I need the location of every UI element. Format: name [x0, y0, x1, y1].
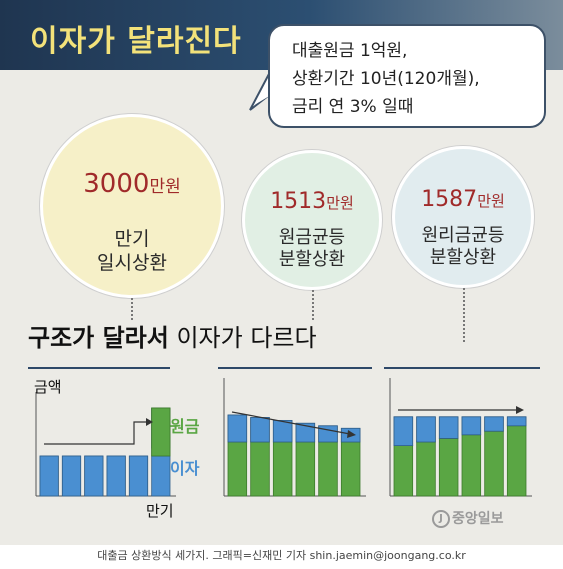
bar-principal: [151, 407, 171, 457]
bubble-line-3: 금리 연 3% 일때: [292, 97, 414, 117]
bar-principal: [250, 441, 270, 497]
bar-principal: [438, 437, 459, 497]
circle-amount: 1513만원: [245, 189, 379, 214]
bar-interest: [151, 455, 171, 497]
connector-line: [131, 298, 133, 320]
bar-interest: [61, 455, 82, 497]
bar-interest: [106, 455, 126, 497]
footer-caption: 대출금 상환방식 세가지. 그래픽=신재민 기자 shin.jaemin@joo…: [97, 549, 466, 562]
circle-amount: 3000만원: [43, 169, 221, 199]
bubble-line-2: 상환기간 10년(120개월),: [292, 69, 480, 89]
bar-principal: [227, 441, 248, 497]
amount-unit: 만원: [326, 194, 354, 212]
trend-arrow: [231, 411, 351, 435]
page-title: 이자가 달라진다: [30, 24, 242, 59]
bar-principal: [295, 441, 316, 497]
bar-principal: [272, 441, 293, 497]
connector-line: [463, 288, 465, 342]
section-title: 구조가 달라서 이자가 다르다: [28, 318, 317, 353]
bar-principal: [416, 441, 436, 497]
bar-principal: [340, 441, 361, 497]
amount-value: 1513: [270, 189, 327, 214]
circle-label-line1: 원리금균등: [421, 225, 505, 246]
bar-interest: [250, 417, 270, 443]
arrow-head-icon: [146, 418, 153, 426]
legend-principal: 원금: [170, 417, 200, 436]
bar-interest: [461, 416, 482, 436]
amount-value: 3000: [83, 169, 150, 199]
bar-principal: [318, 441, 338, 497]
bar-interest: [393, 416, 414, 446]
circle-amount: 1587만원: [395, 187, 531, 212]
circle-bullet-repayment: 3000만원 만기 일시상환: [40, 114, 224, 298]
circle-equal-installment: 1587만원 원리금균등 분할상환: [392, 146, 534, 288]
infographic-card: 이자가 달라진다 대출원금 1억원, 상환기간 10년(120개월), 금리 연…: [0, 0, 563, 545]
bubble-line-1: 대출원금 1억원,: [292, 41, 408, 61]
amount-value: 1587: [421, 187, 478, 212]
section-title-rest: 이자가 다르다: [168, 324, 317, 352]
amount-unit: 만원: [149, 177, 181, 197]
bar-interest: [272, 419, 293, 443]
bar-interest: [128, 455, 149, 497]
bar-interest: [39, 455, 59, 497]
logo-icon: J: [432, 510, 450, 528]
legend-interest: 이자: [170, 459, 200, 478]
arrow-head-icon: [347, 430, 356, 438]
trend-arrow: [44, 421, 146, 445]
circle-label-line2: 분할상환: [278, 249, 346, 270]
bar-interest: [438, 416, 459, 439]
connector-line: [312, 290, 314, 320]
arrow-head-icon: [516, 406, 524, 414]
bar-principal: [484, 430, 504, 497]
bar-interest: [318, 425, 338, 443]
x-axis-label: 만기: [146, 502, 174, 520]
amount-unit: 만원: [477, 192, 505, 210]
bar-principal: [461, 434, 482, 497]
circle-label-line1: 만기: [114, 228, 150, 250]
bar-interest: [227, 414, 248, 443]
circle-label-line2: 분할상환: [429, 247, 497, 268]
newspaper-logo: J 중앙일보: [432, 508, 504, 528]
bar-principal: [393, 445, 414, 497]
y-axis-label: 금액: [34, 378, 62, 396]
circle-label-line1: 원금균등: [278, 227, 346, 248]
bar-interest: [84, 455, 104, 497]
circle-label-line2: 일시상환: [97, 252, 167, 274]
bar-interest: [416, 416, 436, 443]
bar-interest: [506, 416, 527, 427]
section-title-bold: 구조가 달라서: [28, 324, 169, 352]
logo-text: 중앙일보: [452, 511, 504, 527]
bar-interest: [484, 416, 504, 432]
condition-bubble: 대출원금 1억원, 상환기간 10년(120개월), 금리 연 3% 일때: [268, 24, 546, 128]
circle-equal-principal: 1513만원 원금균등 분할상환: [242, 150, 382, 290]
bar-interest: [295, 422, 316, 443]
bar-principal: [506, 425, 527, 497]
